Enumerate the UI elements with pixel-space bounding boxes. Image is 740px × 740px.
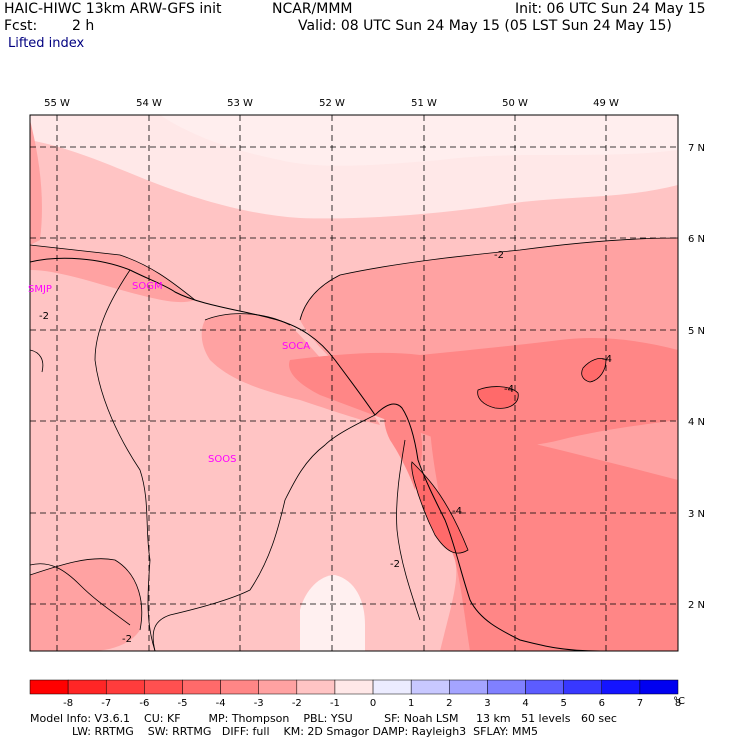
colorbar-tick-label: -6 [139,698,149,709]
colorbar-swatch [639,679,679,695]
forecast-label: Fcst: [4,18,38,34]
contour-label: -4 [504,384,514,395]
colorbar-swatch [258,679,298,695]
station-label: SOCA [282,341,310,352]
colorbar-swatch [29,679,69,695]
colorbar-tick-label: 0 [370,698,376,709]
model-title: HAIC-HIWC 13km ARW-GFS init [4,1,222,17]
colorbar-swatch [144,679,183,695]
colorbar [29,679,679,695]
station-label: SOOS [208,454,236,465]
contour-label: -2 [494,250,504,261]
colorbar-swatch [372,679,412,695]
lon-label: 55 W [44,98,70,109]
colorbar-swatch [601,679,641,695]
lon-label: 51 W [411,98,437,109]
contour-label: -2 [39,311,49,322]
colorbar-swatch [487,679,526,695]
colorbar-swatch [334,679,374,695]
colorbar-swatch [67,679,107,695]
colorbar-tick-label: -1 [330,698,340,709]
lon-label: 49 W [593,98,619,109]
colorbar-tick-label: -2 [292,698,302,709]
colorbar-swatch [410,679,450,695]
contour-label: -4 [602,354,612,365]
colorbar-tick-label: -4 [216,698,226,709]
colorbar-swatch [182,679,221,695]
model-info-line2: LW: RRTMG SW: RRTMG DIFF: full KM: 2D Sm… [30,725,538,738]
colorbar-tick-label: 5 [560,698,566,709]
colorbar-swatch [525,679,564,695]
lat-label: 3 N [688,509,705,520]
lat-label: 2 N [688,600,705,611]
colorbar-tick-label: -8 [63,698,73,709]
contour-label: -4 [452,506,462,517]
lat-label: 5 N [688,326,705,337]
colorbar-swatch [449,679,488,695]
colorbar-tick-label: 8 [675,698,681,709]
colorbar-swatch [296,679,336,695]
field-name: Lifted index [8,36,85,51]
lat-label: 7 N [688,143,705,154]
map-frame [29,114,679,652]
lon-label: 50 W [502,98,528,109]
forecast-hour: 2 h [72,18,95,34]
colorbar-tick-label: 7 [637,698,643,709]
colorbar-tick-label: 3 [484,698,490,709]
colorbar-tick-label: 1 [408,698,414,709]
colorbar-tick-label: -3 [254,698,264,709]
colorbar-tick-label: 4 [522,698,528,709]
contour-label: -2 [390,559,400,570]
colorbar-tick-label: -7 [101,698,111,709]
valid-time: Valid: 08 UTC Sun 24 May 15 (05 LST Sun … [298,18,672,34]
lon-label: 53 W [227,98,253,109]
lon-label: 52 W [319,98,345,109]
colorbar-swatch [105,679,145,695]
colorbar-ticks: -8 -7 -6 -5 -4 -3 -2 -1 0 1 2 3 4 5 6 7 8 [63,698,681,709]
lat-label: 6 N [688,234,705,245]
colorbar-tick-label: 6 [599,698,605,709]
lon-label: 54 W [136,98,162,109]
station-label: SMJP [28,284,52,295]
lat-lon-grid [30,115,678,651]
colorbar-tick-label: -5 [177,698,187,709]
shaded-field [30,115,678,651]
org-name: NCAR/MMM [272,1,353,17]
colorbar-unit: °C [673,696,685,707]
contour-label: -2 [122,634,132,645]
colorbar-swatch [563,679,603,695]
station-label: SOGM [132,281,163,292]
lat-label: 4 N [688,417,705,428]
colorbar-swatch [220,679,259,695]
colorbar-tick-label: 2 [446,698,452,709]
model-info-line1: Model Info: V3.6.1 CU: KF MP: Thompson P… [30,712,617,725]
init-time: Init: 06 UTC Sun 24 May 15 [515,1,706,17]
